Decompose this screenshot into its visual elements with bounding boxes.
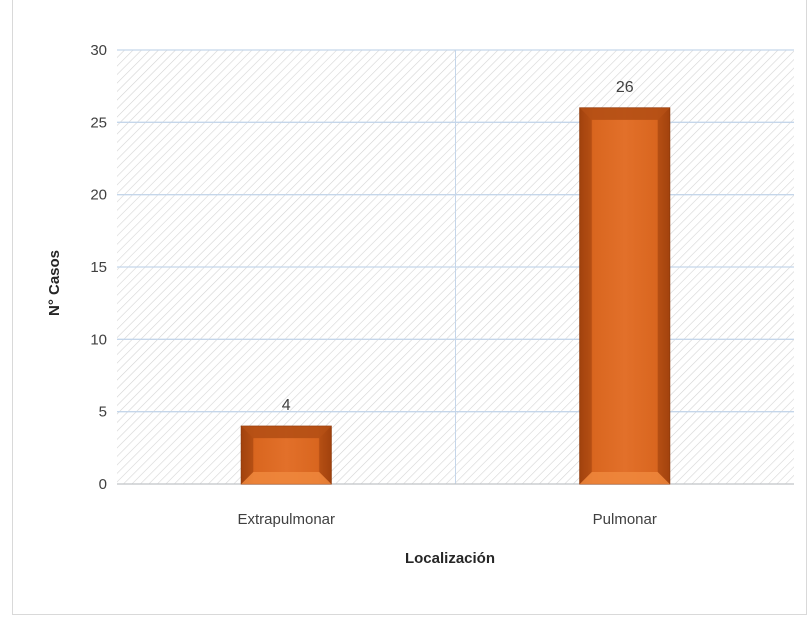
x-axis-title: Localización	[405, 550, 495, 567]
bar-bevel-left	[241, 426, 254, 484]
bar-bevel-right	[319, 426, 332, 484]
bar-bevel-bottom	[241, 472, 332, 484]
y-tick-label: 0	[99, 476, 107, 493]
bar-bevel-right	[657, 107, 670, 484]
data-label: 26	[616, 79, 634, 96]
y-tick-label: 15	[90, 259, 107, 276]
bar-chart: 0 5 10 15 20 25 30 4 Extrapulmonar 26 Pulmonar Loc…	[46, 42, 794, 567]
x-tick-label: Pulmonar	[593, 511, 657, 528]
y-tick-label: 20	[90, 187, 107, 204]
chart-frame: 0 5 10 15 20 25 30 4 Extrapulmonar 26 Pulmonar Loc…	[12, 0, 807, 615]
x-tick-label: Extrapulmonar	[237, 511, 335, 528]
y-tick-label: 25	[90, 114, 107, 131]
y-tick-label: 30	[90, 42, 107, 59]
bar-bevel-top	[579, 107, 670, 120]
bar	[579, 107, 671, 485]
data-label: 4	[282, 397, 291, 414]
bar-bevel-bottom	[579, 472, 670, 484]
bar-bevel-left	[579, 107, 592, 484]
y-tick-label: 5	[99, 404, 107, 421]
y-axis-title: N° Casos	[46, 250, 63, 316]
y-tick-label: 10	[90, 331, 107, 348]
bar-bevel-top	[241, 426, 332, 439]
